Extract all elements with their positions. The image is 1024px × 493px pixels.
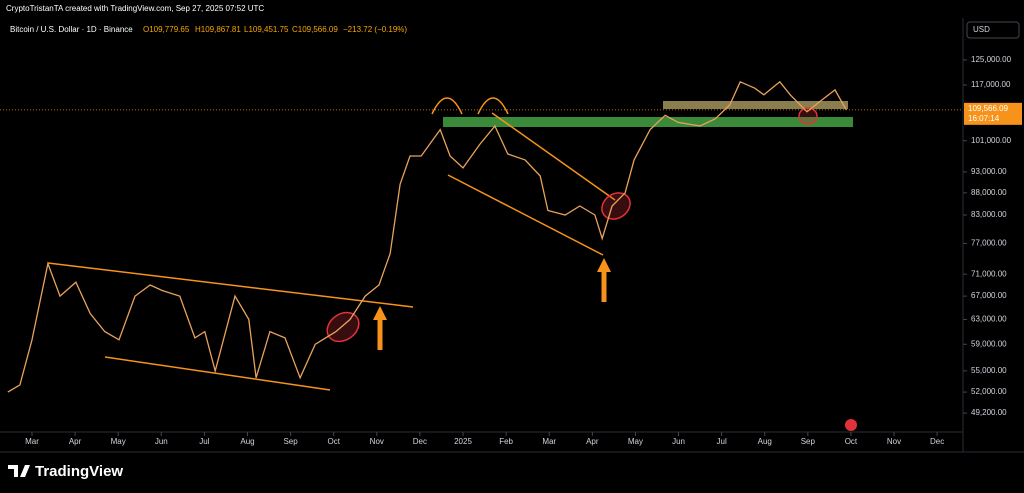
x-tick-label: May: [628, 437, 643, 446]
y-tick-label: 77,000.00: [971, 239, 1007, 248]
x-tick-label: Sep: [801, 437, 816, 446]
x-tick-label: Jun: [672, 437, 685, 446]
y-tick-label: 93,000.00: [971, 167, 1007, 176]
ohlc-low: L109,451.75: [244, 25, 289, 34]
highlight-ellipse: [326, 311, 360, 343]
x-tick-label: Sep: [283, 437, 298, 446]
y-tick-label: 117,000.00: [971, 80, 1011, 89]
support-zone: [443, 117, 853, 127]
y-tick-label: 63,000.00: [971, 315, 1007, 324]
y-tick-label: 83,000.00: [971, 210, 1007, 219]
price-line: [7, 80, 847, 393]
top-arc: [431, 97, 463, 115]
trendline: [47, 262, 414, 308]
event-icon[interactable]: [845, 419, 857, 431]
arrows: [373, 258, 611, 350]
y-tick-label: 101,000.00: [971, 136, 1012, 145]
x-tick-label: Mar: [542, 437, 556, 446]
highlights: [326, 107, 818, 343]
x-tick-label: Oct: [845, 437, 858, 446]
x-tick-label: Oct: [327, 437, 340, 446]
x-tick-label: Apr: [586, 437, 599, 446]
x-tick-label: Feb: [499, 437, 513, 446]
x-tick-label: 2025: [454, 437, 472, 446]
top-arc: [477, 97, 509, 115]
last-price-label: 109,566.09: [968, 104, 1009, 113]
x-tick-label: Apr: [69, 437, 82, 446]
y-tick-label: 67,000.00: [971, 291, 1007, 300]
ohlc-open: O109,779.65: [143, 25, 190, 34]
x-tick-label: Aug: [240, 437, 254, 446]
y-tick-label: 49,200.00: [971, 408, 1007, 417]
trendline: [491, 112, 616, 201]
brand: TradingView: [35, 463, 123, 480]
ohlc-high: H109,867.81: [195, 25, 241, 34]
x-tick-label: Nov: [370, 437, 384, 446]
y-tick-label: 125,000.00: [971, 55, 1012, 64]
x-tick-label: Mar: [25, 437, 39, 446]
x-tick-label: Aug: [758, 437, 772, 446]
x-tick-label: Jun: [155, 437, 168, 446]
highlight-ellipse: [601, 192, 631, 220]
up-arrow: [597, 258, 611, 302]
x-tick-label: Dec: [413, 437, 427, 446]
x-tick-label: Nov: [887, 437, 901, 446]
resistance-zone: [663, 101, 848, 109]
countdown: 16:07:14: [968, 114, 1000, 123]
up-arrow: [373, 306, 387, 350]
y-tick-label: 59,000.00: [971, 339, 1007, 348]
trendlines: [47, 97, 616, 391]
logo-mark: [8, 465, 30, 477]
highlight-ellipse: [798, 107, 818, 125]
ohlc-change: −213.72 (−0.19%): [343, 25, 407, 34]
x-tick-label: May: [111, 437, 126, 446]
trendline: [447, 174, 604, 256]
y-tick-label: 71,000.00: [971, 269, 1007, 278]
symbol-title: Bitcoin / U.S. Dollar · 1D · Binance: [10, 25, 133, 34]
logo: TradingView: [8, 463, 123, 480]
currency[interactable]: USD: [973, 25, 990, 34]
currency-box[interactable]: [966, 21, 1020, 39]
trendline: [104, 356, 331, 391]
ohlc-close: C109,566.09: [292, 25, 338, 34]
x-tick-label: Dec: [930, 437, 944, 446]
x-tick-label: Jul: [199, 437, 209, 446]
x-tick-label: Jul: [717, 437, 727, 446]
y-tick-label: 52,000.00: [971, 387, 1007, 396]
watermark: CryptoTristanTA created with TradingView…: [6, 4, 264, 13]
y-tick-label: 55,000.00: [971, 366, 1007, 375]
y-tick-label: 88,000.00: [971, 188, 1007, 197]
last-price-box: [964, 102, 1022, 125]
